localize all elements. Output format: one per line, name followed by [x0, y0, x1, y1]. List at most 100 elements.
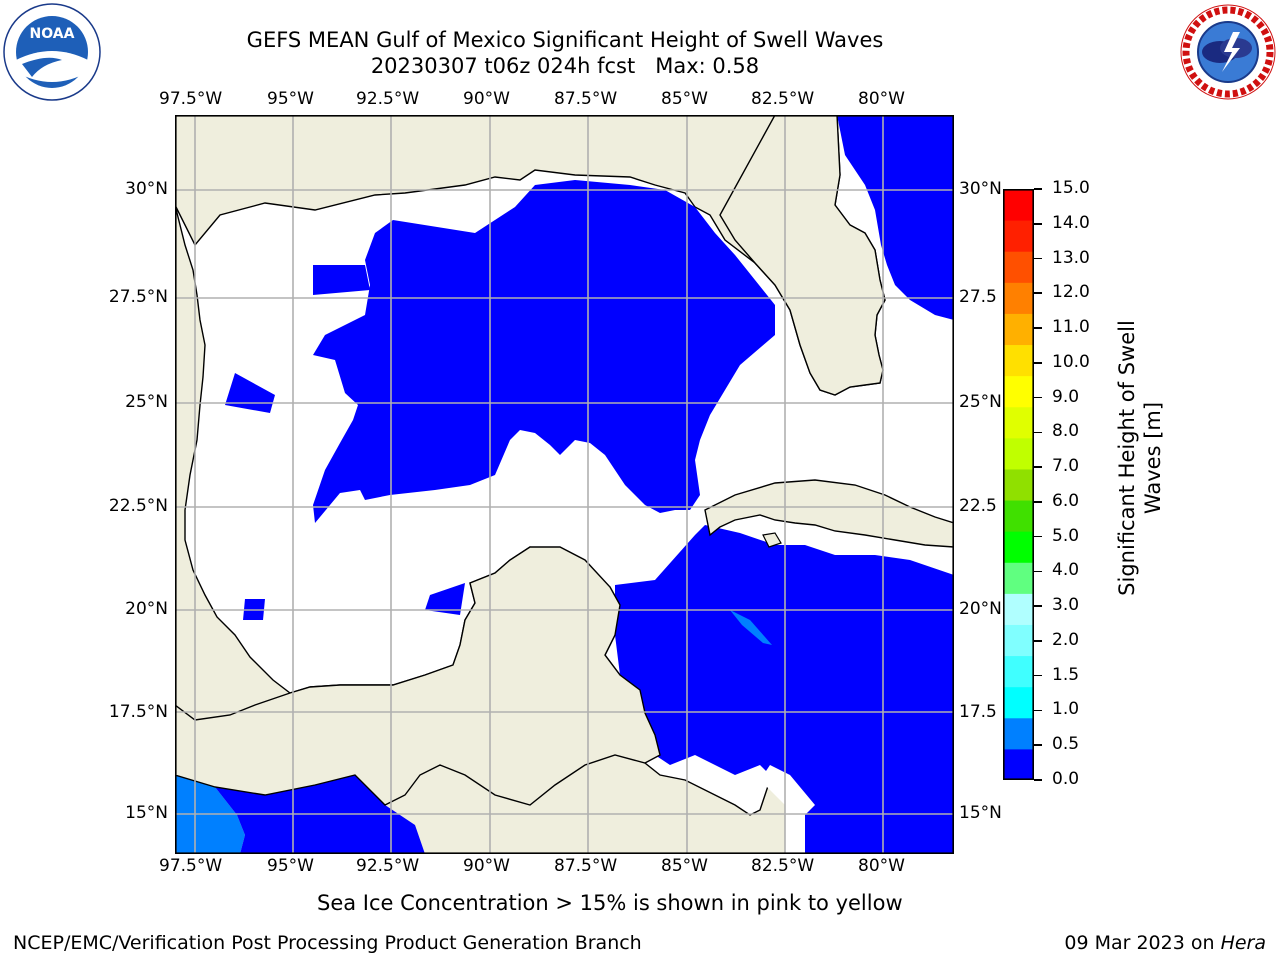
colorbar-tick-mark	[1034, 779, 1042, 781]
colorbar-segment	[1003, 655, 1034, 688]
footer-date: 09 Mar 2023 on	[1064, 932, 1221, 954]
map-frame	[175, 115, 954, 854]
noaa-logo: NOAA	[2, 2, 102, 102]
lon-label-bottom: 80°W	[858, 856, 905, 876]
colorbar-tick-mark	[1034, 709, 1042, 712]
colorbar-tick-label: 4.0	[1052, 560, 1080, 581]
colorbar-segment	[1003, 375, 1034, 408]
lon-label-top: 85°W	[661, 89, 708, 109]
lat-label-right: 20°N	[959, 599, 1002, 619]
colorbar-tick-mark	[1034, 257, 1042, 260]
colorbar-tick-label: 14.0	[1052, 212, 1090, 233]
florida-peninsula	[719, 115, 886, 396]
colorbar-tick-label: 7.0	[1052, 456, 1080, 477]
lon-label-bottom: 90°W	[463, 856, 510, 876]
map-area	[175, 115, 954, 854]
colorbar-segment	[1003, 313, 1034, 346]
swell-region-west	[313, 265, 370, 295]
colorbar-segment	[1003, 686, 1034, 719]
colorbar-segment	[1003, 220, 1034, 252]
lon-label-top: 95°W	[267, 89, 314, 109]
colorbar-segment	[1003, 531, 1034, 563]
lat-label-right: 22.5	[959, 496, 997, 516]
isla-juventud	[762, 532, 782, 548]
lat-label-left: 27.5°N	[108, 287, 168, 307]
sea-ice-note: Sea Ice Concentration > 15% is shown in …	[317, 891, 903, 915]
colorbar-tick-label: 0.0	[1052, 769, 1080, 789]
colorbar-tick-mark	[1034, 188, 1042, 190]
lat-label-right: 15°N	[959, 803, 1002, 823]
colorbar-segment	[1003, 593, 1034, 625]
colorbar-tick-label: 3.0	[1052, 595, 1080, 616]
lon-label-bottom: 97.5°W	[159, 856, 223, 876]
lon-label-bottom: 95°W	[267, 856, 314, 876]
yucatan-peninsula	[175, 546, 661, 806]
lon-label-top: 87.5°W	[554, 89, 618, 109]
grid-lines	[175, 115, 954, 854]
colorbar-tick-label: 15.0	[1052, 178, 1090, 198]
colorbar-tick-label: 10.0	[1052, 351, 1090, 372]
colorbar-label: Significant Height of Swell Waves [m]	[1114, 303, 1166, 613]
colorbar-tick-mark	[1034, 674, 1042, 677]
caribbean-white-gap	[760, 765, 815, 854]
colorbar-tick-label: 12.0	[1052, 282, 1090, 303]
colorbar-frame	[1003, 189, 1034, 780]
colorbar-segment	[1003, 562, 1034, 594]
atlantic-ocean	[837, 115, 954, 320]
colorbar-segment	[1003, 468, 1034, 501]
footer-left: NCEP/EMC/Verification Post Processing Pr…	[13, 932, 642, 954]
lon-label-bottom: 85°W	[661, 856, 708, 876]
colorbar-tick-mark	[1034, 744, 1042, 747]
lon-label-bottom: 82.5°W	[751, 856, 815, 876]
colorbar-tick-mark	[1034, 466, 1042, 468]
lon-label-top: 97.5°W	[159, 89, 223, 109]
colorbar-segment	[1003, 748, 1034, 780]
colorbar-tick-mark	[1034, 292, 1042, 295]
colorbar-tick-mark	[1034, 605, 1042, 607]
map-title: GEFS MEAN Gulf of Mexico Significant Hei…	[246, 28, 884, 52]
swell-region-south	[425, 583, 465, 615]
colorbar-tick-label: 0.5	[1052, 734, 1080, 755]
colorbar-tick-label: 11.0	[1052, 317, 1090, 338]
lat-label-left: 25°N	[125, 392, 168, 412]
lat-label-left: 20°N	[125, 599, 168, 619]
colorbar-tick-mark	[1034, 570, 1042, 573]
colorbar-tick-label: 6.0	[1052, 490, 1080, 511]
colorbar-label-line1: Significant Height of Swell	[1115, 320, 1139, 596]
lat-label-right: 30°N	[959, 179, 1002, 199]
colorbar-tick-mark	[1034, 362, 1042, 364]
lon-label-top: 82.5°W	[751, 89, 815, 109]
colorbar-tick-label: 9.0	[1052, 386, 1080, 407]
colorbar-tick-label: 8.0	[1052, 421, 1080, 442]
colorbar-tick-mark	[1034, 501, 1042, 503]
lon-label-bottom: 92.5°W	[356, 856, 420, 876]
colorbar-segment	[1003, 344, 1034, 377]
lon-label-top: 80°W	[858, 89, 905, 109]
svg-text:NOAA: NOAA	[30, 26, 75, 42]
colorbar-tick-mark	[1034, 222, 1042, 225]
footer-right: 09 Mar 2023 on Hera	[1064, 932, 1266, 954]
colorbar-tick-label: 2.0	[1052, 629, 1080, 650]
colorbar-segment	[1003, 251, 1034, 283]
colorbar-segment	[1003, 406, 1034, 439]
lon-label-top: 92.5°W	[356, 89, 420, 109]
colorbar-segment	[1003, 437, 1034, 470]
lat-label-left: 22.5°N	[108, 496, 168, 516]
colorbar-tick-label: 13.0	[1052, 247, 1090, 268]
lat-label-right: 17.5	[959, 702, 997, 722]
lat-label-right: 27.5	[959, 287, 997, 307]
colorbar-label-line2: Waves [m]	[1141, 401, 1165, 515]
map-subtitle: 20230307 t06z 024h fcst Max: 0.58	[370, 54, 760, 78]
lat-label-right: 25°N	[959, 392, 1002, 412]
colorbar-segment	[1003, 282, 1034, 314]
colorbar-segment	[1003, 717, 1034, 750]
cuba-island	[704, 479, 954, 548]
colorbar-segment	[1003, 189, 1034, 221]
colorbar-tick-label: 1.5	[1052, 664, 1080, 685]
colorbar-tick-label: 5.0	[1052, 525, 1080, 546]
lat-label-left: 17.5°N	[108, 702, 168, 722]
colorbar-tick-mark	[1034, 431, 1042, 434]
colorbar-segment	[1003, 500, 1034, 532]
lon-label-top: 90°W	[463, 89, 510, 109]
colorbar-segment	[1003, 624, 1034, 657]
